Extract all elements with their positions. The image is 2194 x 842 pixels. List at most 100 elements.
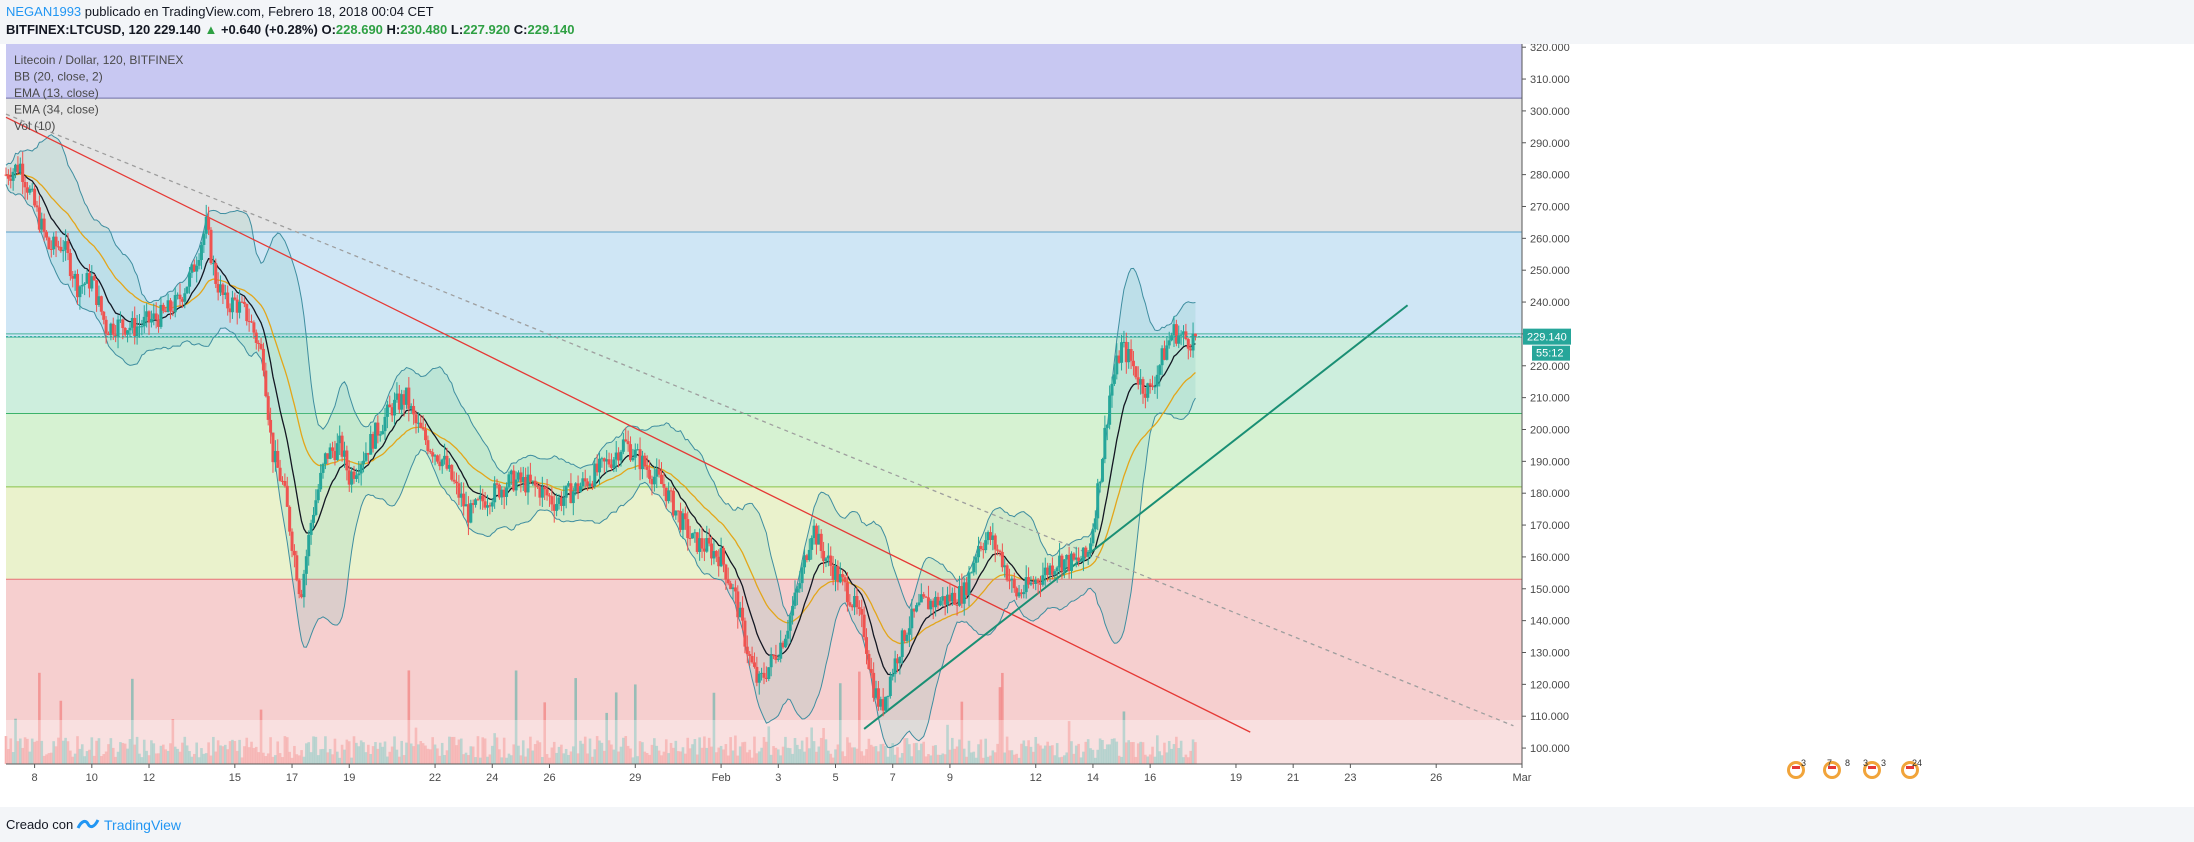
legend-item[interactable]: Vol (10) bbox=[14, 119, 55, 133]
zone-band bbox=[6, 486, 1522, 580]
volume-bar bbox=[655, 745, 659, 764]
volume-bar bbox=[417, 744, 420, 764]
volume-bar bbox=[562, 753, 566, 764]
candle-body bbox=[254, 332, 258, 343]
volume-bar bbox=[498, 749, 501, 764]
candle-body bbox=[1029, 582, 1033, 585]
candle-body bbox=[11, 171, 15, 181]
candle-body bbox=[142, 316, 146, 327]
volume-bar bbox=[464, 752, 468, 764]
time-tick-label: 8 bbox=[32, 772, 38, 784]
candle-body bbox=[285, 485, 289, 507]
volume-bar bbox=[1079, 757, 1083, 764]
volume-bar bbox=[1177, 747, 1181, 764]
candle-body bbox=[56, 246, 60, 248]
legend-item[interactable]: EMA (34, close) bbox=[14, 103, 99, 117]
time-tick-label: 19 bbox=[343, 772, 355, 784]
candle-body bbox=[40, 218, 44, 230]
candle-body bbox=[862, 614, 866, 638]
volume-bar bbox=[474, 757, 477, 764]
candle-body bbox=[991, 535, 995, 540]
candle-body bbox=[1010, 578, 1014, 581]
candle-body bbox=[617, 452, 621, 461]
time-tick-label: 26 bbox=[543, 772, 555, 784]
candle-body bbox=[145, 311, 149, 317]
candle-body bbox=[90, 276, 94, 289]
volume-bar bbox=[653, 738, 656, 764]
candle-body bbox=[752, 662, 756, 667]
volume-bar bbox=[860, 751, 864, 764]
candle-body bbox=[798, 583, 802, 589]
volume-bar bbox=[183, 736, 187, 764]
volume-bar bbox=[476, 736, 480, 764]
volume-bar bbox=[319, 749, 322, 764]
volume-bar bbox=[202, 753, 206, 764]
candle-body bbox=[757, 673, 761, 683]
candle-body bbox=[1055, 567, 1059, 572]
candle-body bbox=[488, 505, 492, 507]
volume-bar bbox=[166, 750, 170, 764]
candle-body bbox=[786, 630, 790, 639]
zone-band bbox=[6, 413, 1522, 487]
volume-bar bbox=[428, 749, 432, 764]
volume-bar bbox=[169, 743, 172, 764]
candle-body bbox=[1134, 366, 1138, 378]
legend-item[interactable]: EMA (13, close) bbox=[14, 86, 99, 100]
candle-body bbox=[967, 572, 971, 596]
volume-bar bbox=[729, 737, 732, 764]
candle-body bbox=[1015, 588, 1019, 597]
volume-bar bbox=[800, 740, 804, 764]
tradingview-brand-link[interactable]: TradingView bbox=[104, 817, 182, 833]
price-chart[interactable]: 100.000 110.000 120.000 130.000 140.000 150.0… bbox=[0, 44, 2194, 807]
volume-bar bbox=[981, 757, 985, 764]
candle-body bbox=[335, 443, 339, 461]
volume-bar bbox=[181, 742, 184, 764]
candle-body bbox=[1112, 374, 1116, 384]
candle-body bbox=[1153, 386, 1157, 388]
legend-item[interactable]: Litecoin / Dollar, 120, BITFINEX bbox=[14, 53, 183, 67]
legend-item[interactable]: BB (20, close, 2) bbox=[14, 70, 103, 84]
candle-body bbox=[717, 556, 721, 567]
dotted-trendline[interactable] bbox=[5, 113, 1514, 727]
volume-bar bbox=[829, 753, 833, 764]
volume-bar bbox=[324, 736, 327, 764]
volume-bar bbox=[1141, 742, 1145, 764]
volume-bar bbox=[16, 741, 20, 764]
candle-body bbox=[1012, 578, 1016, 589]
volume-bar bbox=[862, 755, 866, 764]
price-tick-label: 320.000 bbox=[1530, 44, 1570, 54]
candle-body bbox=[23, 181, 27, 188]
volume-bar bbox=[898, 757, 902, 764]
price-axis-bg bbox=[1522, 44, 2194, 807]
volume-bar bbox=[524, 756, 527, 764]
author-link[interactable]: NEGAN1993 bbox=[6, 4, 82, 19]
candle-body bbox=[264, 370, 268, 397]
candle-body bbox=[1172, 324, 1176, 336]
candle-body bbox=[1162, 348, 1166, 360]
support-trendline[interactable] bbox=[863, 304, 1409, 730]
candle-body bbox=[78, 286, 82, 298]
candle-body bbox=[671, 490, 675, 516]
candle-body bbox=[648, 469, 652, 479]
price-tick-label: 110.000 bbox=[1530, 711, 1569, 723]
candle-body bbox=[240, 301, 244, 303]
volume-bar bbox=[908, 744, 911, 764]
candle-body bbox=[342, 450, 346, 457]
candle-body bbox=[993, 535, 997, 550]
volume-bar bbox=[278, 753, 282, 764]
candle-body bbox=[14, 164, 18, 172]
resistance-trendline[interactable] bbox=[5, 116, 1251, 733]
candle-body bbox=[1103, 427, 1107, 460]
volume-bar bbox=[922, 741, 926, 764]
volume-bar bbox=[815, 751, 818, 764]
candle-body bbox=[1048, 565, 1052, 575]
candle-body bbox=[383, 416, 387, 432]
volume-bar bbox=[1098, 738, 1102, 764]
volume-bar bbox=[178, 751, 182, 764]
volume-bar bbox=[507, 753, 511, 764]
volume-bar bbox=[619, 746, 623, 764]
candle-body bbox=[948, 594, 952, 602]
candle-body bbox=[779, 642, 783, 659]
candle-body bbox=[83, 283, 87, 285]
volume-bar bbox=[943, 754, 947, 764]
